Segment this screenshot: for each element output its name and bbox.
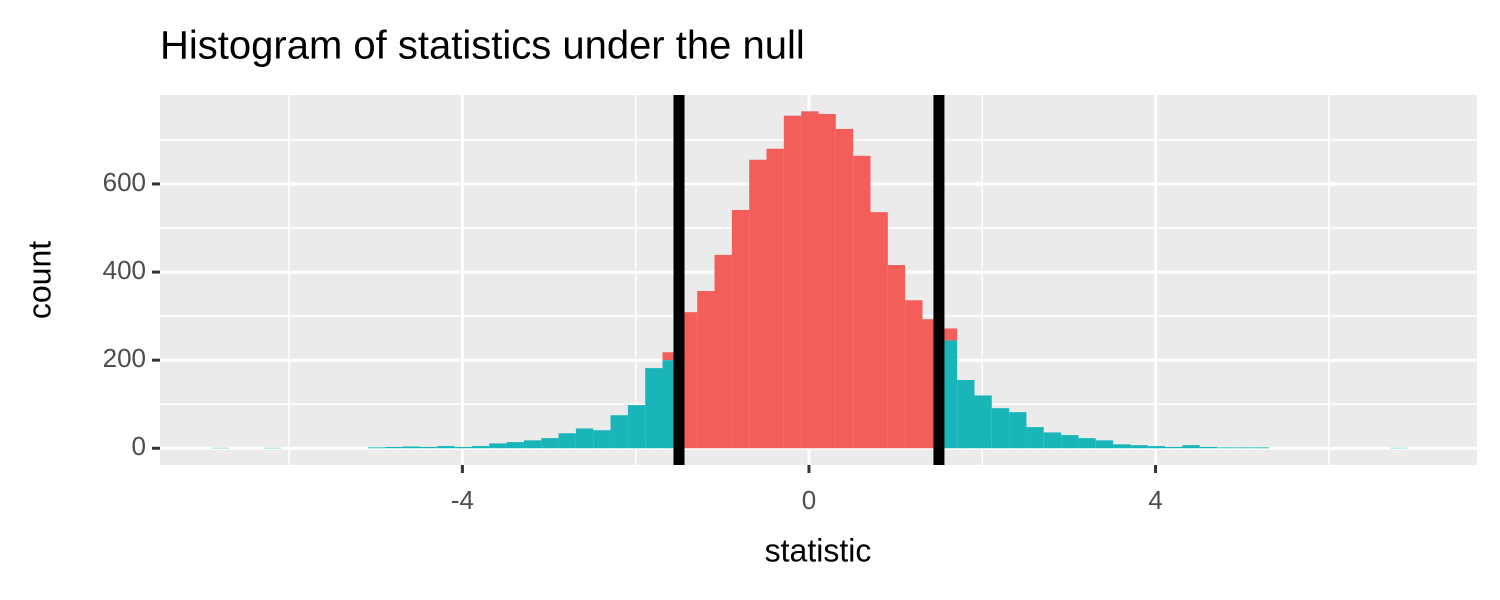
bar [731, 209, 750, 449]
x-tick-label: 4 [1148, 485, 1162, 515]
bar [1078, 438, 1096, 449]
bar [593, 430, 611, 449]
bar [801, 111, 819, 449]
bar [523, 440, 542, 449]
bar [645, 368, 663, 449]
bar [627, 405, 646, 449]
bar [385, 446, 403, 449]
chart-title: Histogram of statistics under the null [160, 24, 805, 68]
bar [1251, 447, 1270, 449]
x-tick-label: 0 [802, 485, 816, 515]
bar [471, 446, 490, 449]
bar [957, 379, 975, 449]
y-tick-label: 600 [103, 167, 146, 197]
bar [454, 446, 472, 449]
y-tick-label: 200 [103, 343, 146, 373]
bars [211, 95, 1408, 465]
bar [905, 300, 923, 449]
bar [766, 148, 784, 449]
bar [402, 446, 420, 449]
bar [506, 442, 524, 449]
bar [1182, 445, 1200, 449]
bar [1043, 432, 1062, 449]
axes: -4 0 4 0 200 400 600 [103, 167, 1163, 515]
bar [853, 155, 871, 449]
bar [991, 408, 1010, 449]
bar [870, 212, 888, 449]
bar [887, 265, 906, 449]
bar [714, 254, 732, 449]
bar [1026, 427, 1044, 449]
bar [1113, 444, 1131, 449]
bar [1009, 412, 1027, 449]
bar [974, 395, 992, 449]
bar [558, 433, 576, 449]
bar [939, 328, 958, 341]
bar [575, 428, 594, 449]
bar [835, 128, 854, 449]
x-axis-title: statistic [765, 532, 872, 568]
bar [1095, 440, 1114, 449]
bar [1147, 446, 1166, 449]
bar [1234, 447, 1252, 449]
bar [1061, 435, 1079, 449]
bar [367, 447, 386, 449]
bar [697, 291, 715, 449]
bar [541, 438, 559, 449]
y-tick-label: 400 [103, 255, 146, 285]
y-tick-label: 0 [132, 431, 146, 461]
bar [437, 446, 455, 449]
bar [489, 443, 507, 449]
bar [783, 115, 802, 449]
x-tick-label: -4 [451, 485, 474, 515]
bar [662, 352, 680, 361]
bar [749, 159, 767, 449]
bar [610, 415, 628, 449]
bar [419, 446, 438, 449]
y-axis-title: count [21, 241, 57, 319]
bar [1130, 445, 1148, 449]
bar [1217, 447, 1235, 449]
bar [1165, 446, 1183, 449]
bar [818, 113, 836, 449]
bar [1199, 446, 1218, 449]
